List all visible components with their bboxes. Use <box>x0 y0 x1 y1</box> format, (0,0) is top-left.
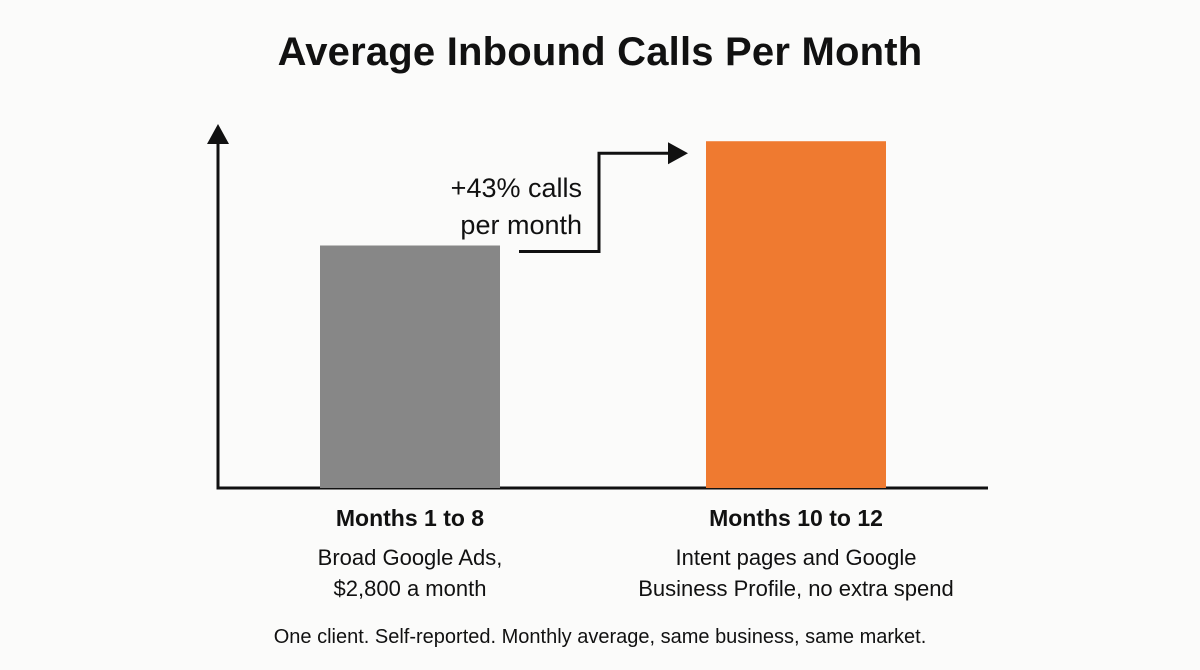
y-axis-arrowhead <box>207 124 229 144</box>
category-description: Intent pages and Google Business Profile,… <box>638 545 954 601</box>
bars <box>320 141 886 488</box>
footnote: One client. Self-reported. Monthly avera… <box>273 626 927 648</box>
arrow-head <box>668 142 688 165</box>
bar-2 <box>706 141 886 488</box>
category-name: Months 1 to 8 <box>335 505 485 531</box>
category-label-2: Months 10 to 12 Intent pages and Google B… <box>586 505 1006 604</box>
category-name: Months 10 to 12 <box>709 505 883 531</box>
increase-arrow <box>519 142 688 253</box>
chart-title: Average Inbound Calls Per Month <box>277 30 923 74</box>
increase-annotation: +43% calls per month <box>450 173 582 240</box>
arrow-line <box>519 151 672 253</box>
category-label-1: Months 1 to 8 Broad Google Ads, $2,800 a … <box>200 505 620 604</box>
bar-1 <box>320 245 500 488</box>
category-description: Broad Google Ads, $2,800 a month <box>317 545 503 601</box>
